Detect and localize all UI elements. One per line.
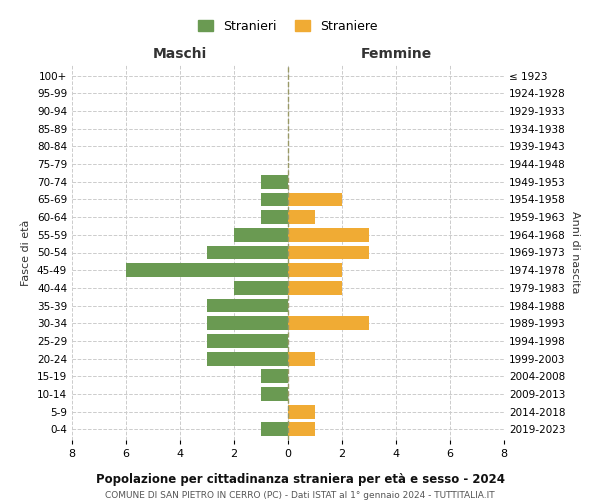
Bar [288, 405, 315, 418]
Bar [261, 175, 288, 188]
Bar [288, 264, 342, 277]
Text: COMUNE DI SAN PIETRO IN CERRO (PC) - Dati ISTAT al 1° gennaio 2024 - TUTTITALIA.: COMUNE DI SAN PIETRO IN CERRO (PC) - Dat… [105, 491, 495, 500]
Bar [261, 192, 288, 206]
Bar [288, 316, 369, 330]
Bar [288, 228, 369, 241]
Bar [288, 422, 315, 436]
Bar [234, 281, 288, 295]
Bar [261, 370, 288, 383]
Bar [234, 228, 288, 241]
Bar [207, 334, 288, 348]
Legend: Stranieri, Straniere: Stranieri, Straniere [193, 15, 383, 38]
Bar [207, 246, 288, 260]
Bar [288, 210, 315, 224]
Bar [261, 422, 288, 436]
Bar [207, 352, 288, 366]
Y-axis label: Anni di nascita: Anni di nascita [569, 211, 580, 294]
Bar [207, 298, 288, 312]
Text: Femmine: Femmine [361, 48, 431, 62]
Bar [261, 210, 288, 224]
Bar [288, 281, 342, 295]
Text: Popolazione per cittadinanza straniera per età e sesso - 2024: Popolazione per cittadinanza straniera p… [95, 472, 505, 486]
Y-axis label: Fasce di età: Fasce di età [22, 220, 31, 286]
Bar [207, 316, 288, 330]
Bar [288, 192, 342, 206]
Bar [288, 352, 315, 366]
Bar [288, 246, 369, 260]
Bar [261, 387, 288, 401]
Text: Maschi: Maschi [153, 48, 207, 62]
Bar [126, 264, 288, 277]
